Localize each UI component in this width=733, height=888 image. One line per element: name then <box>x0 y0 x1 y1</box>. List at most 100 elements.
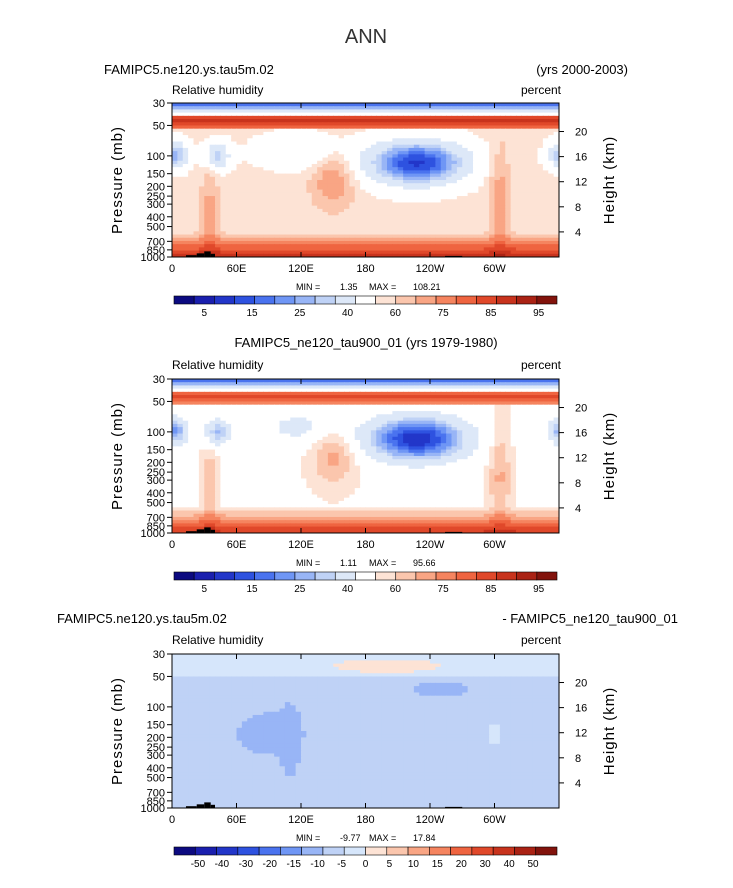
panel-1-cell <box>274 212 281 216</box>
panel-2-cell <box>499 420 506 425</box>
panel-2-cell <box>397 423 404 428</box>
panel-2-cell <box>188 401 195 406</box>
panel-2-cell <box>456 430 463 435</box>
panel-1-cell <box>489 218 496 223</box>
panel-2-cell <box>403 388 410 393</box>
panel-1-cell <box>225 147 232 152</box>
panel-2-cell <box>403 385 410 390</box>
panel-1-cell <box>172 138 178 143</box>
panel-1-cell <box>327 141 334 146</box>
panel-2-cell <box>268 395 275 399</box>
panel-1-cell <box>327 128 334 133</box>
panel-1-cell <box>322 128 329 133</box>
panel-1-cell <box>467 247 474 252</box>
panel-2-cell <box>354 388 361 393</box>
panel-1-cell <box>220 141 227 146</box>
panel-1-cell <box>403 189 410 194</box>
panel-1-cell <box>349 138 356 143</box>
panel-1-cell <box>397 173 404 178</box>
panel-1-cell <box>338 147 345 152</box>
panel-1-cell <box>231 115 238 120</box>
panel-2-cell <box>370 423 377 428</box>
panel-1-cell <box>279 180 286 184</box>
panel-1-ylabel-right: Height (km) <box>601 136 618 225</box>
panel-1-cell <box>279 157 286 162</box>
panel-1-cell <box>397 135 404 139</box>
panel-1-cell <box>403 151 410 155</box>
panel-2-cell <box>247 407 254 412</box>
panel-1-cell <box>392 237 399 242</box>
panel-1-cell <box>521 237 528 242</box>
panel-1-cell <box>424 192 431 197</box>
panel-1-cell <box>258 189 264 194</box>
panel-1-cell <box>365 170 372 175</box>
panel-1-cell <box>349 163 356 168</box>
panel-1-cell <box>440 160 447 165</box>
panel-1-cell <box>284 122 291 127</box>
panel-1-cell <box>489 215 496 220</box>
panel-2-cell <box>198 382 205 387</box>
panel-2-cell <box>553 433 559 438</box>
panel-1-cell <box>392 128 399 133</box>
panel-2-cell <box>537 385 544 390</box>
panel-1-cell <box>397 186 404 191</box>
panel-1-cell <box>516 205 522 210</box>
panel-2-cell <box>462 433 469 438</box>
panel-1-cell <box>258 212 264 216</box>
panel-2-cell <box>451 439 458 444</box>
panel-1-cell <box>188 147 195 152</box>
panel-1-cell <box>435 138 442 143</box>
panel-1-cell <box>306 237 313 242</box>
panel-2-cell <box>381 382 388 387</box>
panel-1-cell <box>333 131 340 136</box>
panel-1-cell <box>516 234 522 239</box>
panel-2-cell <box>279 436 286 441</box>
panel-1-cell <box>413 119 420 123</box>
panel-1-cell <box>489 135 496 139</box>
panel-1-cell <box>274 244 281 248</box>
panel-2-cell <box>521 423 528 428</box>
panel-1-cell <box>553 221 559 226</box>
panel-1-cell <box>295 103 302 107</box>
panel-2-cell <box>204 379 211 383</box>
panel-1-cell <box>290 244 297 248</box>
panel-2-cell <box>198 407 205 412</box>
panel-1-cell <box>193 228 200 232</box>
panel-1-cell <box>542 106 549 111</box>
panel-1-cell <box>521 228 528 232</box>
panel-2-cell <box>440 430 447 435</box>
panel-2-cell <box>494 420 501 425</box>
panel-1-cell <box>338 205 345 210</box>
panel-1-cell <box>510 205 517 210</box>
panel-2-cell <box>483 414 490 419</box>
panel-1-cell <box>462 224 469 229</box>
panel-1-cell <box>225 186 232 191</box>
panel-1-cell <box>548 122 555 127</box>
panel-1-cell <box>451 144 458 149</box>
panel-2-cell <box>177 411 184 415</box>
panel-1-cell <box>548 180 555 184</box>
panel-1-cell <box>424 221 431 226</box>
panel-2-cell <box>440 382 447 387</box>
panel-1-cell <box>360 141 367 146</box>
panel-1-cell <box>258 196 264 200</box>
panel-1-cell <box>349 196 356 200</box>
panel-1-cell <box>354 128 361 133</box>
panel-2-cell <box>322 427 329 431</box>
panel-1-cell <box>295 154 302 159</box>
panel-2-cell <box>505 430 512 435</box>
panel-1-cell <box>413 218 420 223</box>
panel-1-cell <box>467 157 474 162</box>
panel-2-cell <box>370 401 377 406</box>
panel-1-cell <box>489 131 496 136</box>
panel-2-cell <box>327 382 334 387</box>
panel-1-cell <box>344 131 350 136</box>
panel-1-cell <box>172 160 178 165</box>
panel-1-cell <box>193 234 200 239</box>
panel-1-cell <box>236 205 243 210</box>
panel-1-cell <box>478 112 485 117</box>
panel-1-cell <box>301 218 307 223</box>
panel-2-cell <box>376 423 383 428</box>
panel-1-cell <box>413 106 420 111</box>
panel-1-cell <box>188 237 195 242</box>
